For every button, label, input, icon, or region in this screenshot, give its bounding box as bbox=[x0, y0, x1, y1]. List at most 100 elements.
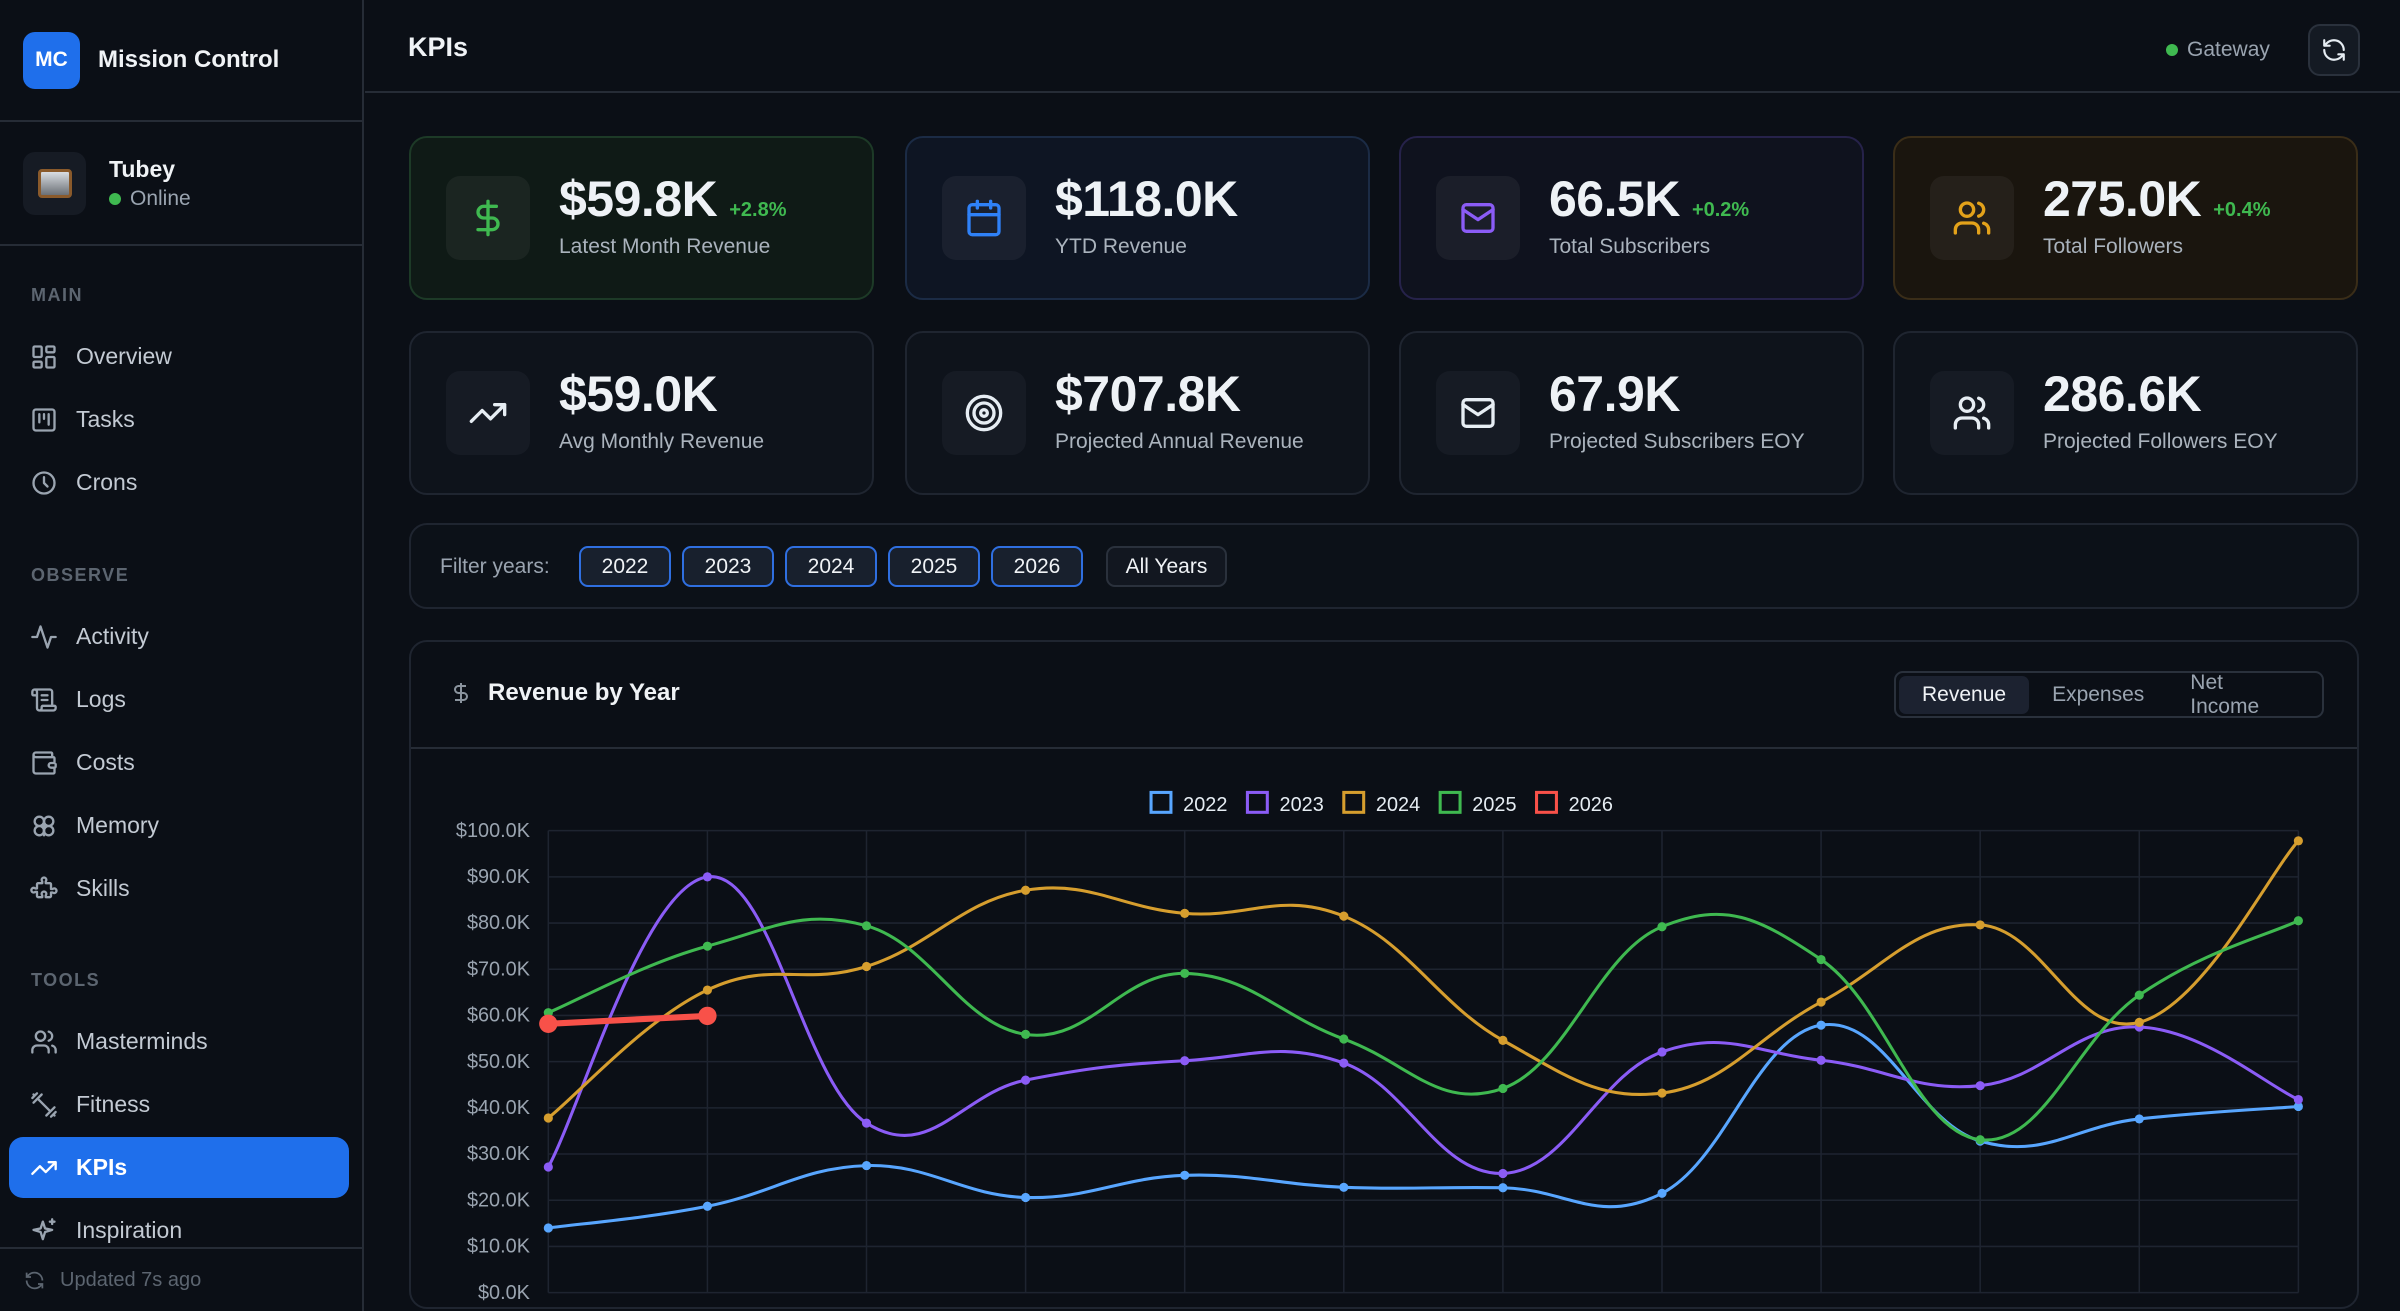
gateway-dot bbox=[2166, 44, 2178, 56]
kpi-label: Total Followers bbox=[2043, 235, 2184, 258]
top-bar: KPIs Gateway bbox=[365, 0, 2400, 93]
sidebar-item-logs[interactable]: Logs bbox=[9, 669, 349, 730]
chart-title-text: Revenue by Year bbox=[488, 679, 680, 706]
agent-status: Online bbox=[109, 187, 191, 211]
gateway-label: Gateway bbox=[2187, 38, 2270, 61]
year-filter-2026[interactable]: 2026 bbox=[991, 546, 1083, 587]
sidebar-item-crons[interactable]: Crons bbox=[9, 452, 349, 513]
kpi-card: $59.0K Avg Monthly Revenue bbox=[409, 331, 874, 495]
kpi-icon-box bbox=[1436, 176, 1520, 260]
sidebar-item-activity[interactable]: Activity bbox=[9, 606, 349, 667]
kpi-card: $118.0K YTD Revenue bbox=[905, 136, 1370, 300]
chart-title: Revenue by Year bbox=[449, 679, 680, 707]
puzzle-icon bbox=[30, 875, 58, 898]
brand[interactable]: MC Mission Control bbox=[0, 0, 362, 122]
kpi-value: 66.5K bbox=[1549, 171, 1680, 227]
sidebar-item-label: Fitness bbox=[76, 1091, 151, 1117]
kpi-card: 286.6K Projected Followers EOY bbox=[1893, 331, 2358, 495]
sidebar-item-tasks[interactable]: Tasks bbox=[9, 389, 349, 450]
sidebar-item-label: Overview bbox=[76, 343, 172, 369]
dumbbell-icon bbox=[31, 1091, 57, 1118]
year-filter-2024[interactable]: 2024 bbox=[785, 546, 877, 587]
sidebar-item-label: Inspiration bbox=[76, 1217, 183, 1243]
dollar-icon bbox=[454, 683, 468, 703]
refresh-button[interactable] bbox=[2308, 24, 2360, 76]
status-text: Online bbox=[130, 186, 191, 210]
app-title: Mission Control bbox=[98, 46, 280, 73]
scroll-icon bbox=[31, 687, 57, 712]
sidebar-item-label: Masterminds bbox=[76, 1028, 208, 1054]
year-filter-2025[interactable]: 2025 bbox=[888, 546, 980, 587]
year-filter-2023[interactable]: 2023 bbox=[682, 546, 774, 587]
kpi-card: $59.8K +2.8% Latest Month Revenue bbox=[409, 136, 874, 300]
sidebar-item-memory[interactable]: Memory bbox=[9, 795, 349, 856]
users-icon bbox=[1953, 396, 1991, 430]
kpi-label: Projected Annual Revenue bbox=[1055, 430, 1304, 453]
television-icon bbox=[37, 168, 72, 198]
sidebar-item-masterminds[interactable]: Masterminds bbox=[9, 1011, 349, 1072]
sidebar-item-fitness[interactable]: Fitness bbox=[9, 1074, 349, 1135]
kpi-value: $118.0K bbox=[1055, 171, 1238, 227]
sidebar-item-label: Memory bbox=[76, 812, 160, 838]
kpi-icon-box bbox=[1436, 371, 1520, 455]
kpi-change: +0.2% bbox=[1691, 199, 1750, 221]
kpi-label: Total Subscribers bbox=[1549, 235, 1711, 258]
year-filter-all[interactable]: All Years bbox=[1106, 546, 1227, 587]
target-icon bbox=[965, 394, 1003, 432]
kpi-value-row: $59.0K bbox=[559, 365, 718, 423]
sidebar-item-inspiration[interactable]: Inspiration bbox=[9, 1200, 349, 1261]
kpi-card: 66.5K +0.2% Total Subscribers bbox=[1399, 136, 1864, 300]
kpi-value: $59.0K bbox=[559, 366, 718, 422]
refresh-icon bbox=[25, 1271, 44, 1289]
sidebar-item-label: Logs bbox=[76, 686, 126, 712]
kpi-value-row: $59.8K +2.8% bbox=[559, 170, 787, 228]
sidebar: MC Mission Control Tubey Online MAIN Over… bbox=[0, 0, 364, 1311]
year-filter-2022[interactable]: 2022 bbox=[579, 546, 671, 587]
tab-net-income[interactable]: Net Income bbox=[2190, 670, 2260, 718]
sidebar-item-label: Activity bbox=[76, 623, 149, 649]
avatar bbox=[23, 151, 86, 215]
kpi-icon-box bbox=[942, 371, 1026, 455]
sidebar-item-kpis[interactable]: KPIs bbox=[9, 1137, 349, 1198]
sidebar-item-label: KPIs bbox=[76, 1154, 128, 1180]
wallet-icon bbox=[32, 750, 57, 775]
mail-icon bbox=[1461, 398, 1495, 428]
sidebar-item-label: Skills bbox=[76, 875, 130, 901]
tab-revenue[interactable]: Revenue bbox=[1899, 675, 2030, 714]
clock-icon bbox=[32, 470, 56, 495]
kpi-label: YTD Revenue bbox=[1055, 235, 1187, 258]
sidebar-item-label: Tasks bbox=[76, 406, 135, 432]
tab-expenses[interactable]: Expenses bbox=[2052, 682, 2145, 706]
sidebar-item-overview[interactable]: Overview bbox=[9, 326, 349, 387]
kpi-label: Projected Subscribers EOY bbox=[1549, 430, 1805, 453]
kpi-value-row: 286.6K bbox=[2043, 365, 2202, 423]
sidebar-item-costs[interactable]: Costs bbox=[9, 732, 349, 793]
grid-icon bbox=[32, 344, 56, 369]
kpi-icon-box bbox=[1930, 176, 2014, 260]
sidebar-item-skills[interactable]: Skills bbox=[9, 858, 349, 919]
revenue-chart-card: Revenue by Year Revenue Expenses Net Incom… bbox=[409, 640, 2359, 1309]
kpi-change: +0.4% bbox=[2213, 199, 2271, 221]
kpi-icon-box bbox=[1930, 371, 2014, 455]
kpi-card: 67.9K Projected Subscribers EOY bbox=[1399, 331, 1864, 495]
agent-profile[interactable]: Tubey Online bbox=[0, 122, 362, 246]
logo: MC bbox=[23, 31, 80, 89]
filter-label: Filter years: bbox=[440, 555, 550, 578]
kpi-label: Avg Monthly Revenue bbox=[559, 430, 765, 453]
kpi-card: 275.0K +0.4% Total Followers bbox=[1893, 136, 2358, 300]
metric-tabs: Revenue Expenses Net Income bbox=[1894, 671, 2324, 718]
kpi-value-row: 275.0K +0.4% bbox=[2043, 170, 2271, 228]
kanban-icon bbox=[32, 407, 56, 432]
users-icon bbox=[1953, 201, 1991, 235]
agent-name: Tubey bbox=[109, 155, 176, 182]
sidebar-item-label: Crons bbox=[76, 469, 138, 495]
kpi-card: $707.8K Projected Annual Revenue bbox=[905, 331, 1370, 495]
kpi-value-row: $118.0K bbox=[1055, 170, 1238, 228]
kpi-label: Latest Month Revenue bbox=[559, 235, 771, 258]
kpi-icon-box bbox=[446, 176, 530, 260]
kpi-value: 275.0K bbox=[2043, 171, 2202, 227]
sidebar-item-label: Costs bbox=[76, 749, 135, 775]
gateway-status: Gateway bbox=[2166, 38, 2270, 62]
section-label-main: MAIN bbox=[31, 285, 83, 305]
